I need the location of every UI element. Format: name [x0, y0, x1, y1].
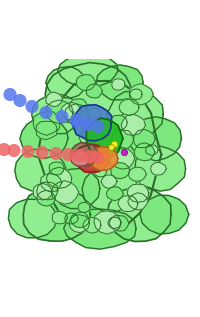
- Polygon shape: [32, 94, 81, 134]
- Polygon shape: [151, 162, 166, 175]
- Polygon shape: [69, 99, 87, 115]
- Polygon shape: [33, 183, 52, 200]
- Polygon shape: [65, 213, 78, 224]
- Polygon shape: [78, 141, 101, 162]
- Polygon shape: [94, 211, 121, 234]
- Point: [78, 153, 82, 158]
- Point: [2, 147, 6, 152]
- Point: [44, 110, 48, 115]
- Polygon shape: [146, 145, 158, 155]
- Polygon shape: [112, 79, 125, 90]
- Polygon shape: [108, 187, 171, 242]
- Point: [122, 149, 126, 154]
- Polygon shape: [130, 89, 142, 100]
- Point: [66, 152, 70, 157]
- Polygon shape: [33, 112, 60, 135]
- Polygon shape: [107, 91, 163, 139]
- Polygon shape: [109, 147, 135, 169]
- Point: [54, 151, 58, 156]
- Polygon shape: [108, 217, 121, 229]
- Point: [40, 150, 44, 155]
- Point: [30, 104, 34, 109]
- Polygon shape: [82, 165, 138, 212]
- Polygon shape: [69, 215, 89, 233]
- Polygon shape: [23, 186, 90, 241]
- Polygon shape: [46, 167, 72, 188]
- Polygon shape: [52, 211, 67, 224]
- Polygon shape: [129, 84, 153, 105]
- Polygon shape: [110, 115, 127, 130]
- Point: [86, 122, 90, 127]
- Polygon shape: [46, 67, 86, 98]
- Polygon shape: [36, 121, 57, 139]
- Polygon shape: [78, 202, 90, 212]
- Polygon shape: [46, 100, 73, 124]
- Polygon shape: [52, 181, 79, 204]
- Polygon shape: [70, 143, 99, 166]
- Polygon shape: [82, 125, 101, 141]
- Polygon shape: [76, 74, 96, 91]
- Point: [88, 154, 92, 159]
- Polygon shape: [60, 102, 82, 120]
- Polygon shape: [94, 167, 107, 177]
- Point: [74, 118, 78, 123]
- Polygon shape: [20, 119, 68, 158]
- Polygon shape: [86, 84, 102, 98]
- Point: [18, 98, 22, 103]
- Polygon shape: [79, 130, 96, 145]
- Polygon shape: [111, 130, 134, 149]
- Polygon shape: [140, 195, 189, 234]
- Polygon shape: [38, 81, 161, 231]
- Point: [96, 155, 100, 160]
- Polygon shape: [41, 173, 62, 191]
- Polygon shape: [89, 108, 101, 119]
- Point: [109, 144, 113, 149]
- Polygon shape: [131, 117, 181, 161]
- Polygon shape: [70, 212, 90, 228]
- Polygon shape: [37, 182, 58, 200]
- Polygon shape: [37, 190, 56, 206]
- Polygon shape: [15, 149, 67, 193]
- Polygon shape: [128, 167, 146, 181]
- Polygon shape: [118, 196, 138, 212]
- Polygon shape: [65, 104, 88, 123]
- Point: [26, 149, 30, 154]
- Polygon shape: [121, 114, 146, 135]
- Point: [112, 141, 116, 146]
- Polygon shape: [135, 146, 186, 191]
- Point: [96, 124, 100, 129]
- Polygon shape: [64, 209, 136, 249]
- Point: [60, 114, 64, 119]
- Polygon shape: [46, 92, 63, 107]
- Polygon shape: [127, 184, 149, 202]
- Polygon shape: [74, 145, 109, 172]
- Polygon shape: [70, 150, 90, 166]
- Point: [8, 92, 12, 97]
- Polygon shape: [128, 193, 148, 210]
- Polygon shape: [8, 199, 57, 238]
- Polygon shape: [53, 168, 100, 209]
- Point: [12, 148, 16, 153]
- Polygon shape: [106, 187, 123, 201]
- Polygon shape: [90, 147, 118, 171]
- Polygon shape: [49, 162, 64, 175]
- Polygon shape: [111, 163, 130, 179]
- Polygon shape: [45, 62, 133, 127]
- Polygon shape: [86, 118, 123, 158]
- Polygon shape: [134, 143, 155, 161]
- Polygon shape: [101, 175, 117, 188]
- Polygon shape: [133, 129, 155, 148]
- Polygon shape: [119, 99, 139, 115]
- Polygon shape: [72, 105, 112, 141]
- Polygon shape: [83, 217, 101, 233]
- Polygon shape: [58, 55, 118, 87]
- Polygon shape: [96, 65, 143, 100]
- Polygon shape: [109, 216, 129, 231]
